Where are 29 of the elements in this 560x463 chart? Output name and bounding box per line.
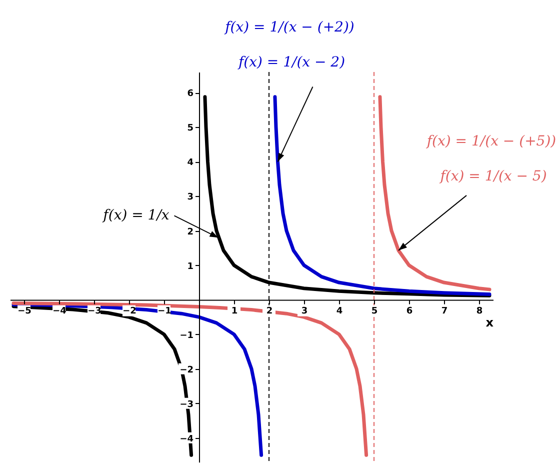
y-tick-label: −4: [180, 434, 194, 444]
y-tick-label: 5: [187, 124, 194, 134]
y-tick-label: 2: [187, 227, 194, 238]
x-tick-label: −2: [122, 306, 136, 316]
annotation: f(x) = 1/(x − 2): [237, 54, 346, 71]
x-tick-label: 3: [301, 306, 308, 316]
y-tick-label: 6: [187, 89, 194, 100]
x-tick-label: 7: [441, 306, 448, 316]
x-tick-label: −5: [18, 306, 32, 316]
text: f(x) = 1/(x − (+2)): [224, 20, 354, 36]
annotation: f(x) = 1/(x − (+5)): [426, 133, 556, 150]
y-tick-label: 3: [187, 192, 194, 203]
annotation: f(x) = 1/(x − 5): [439, 168, 547, 184]
x-tick-label: 1: [231, 306, 238, 316]
x-tick-label: 4: [336, 306, 343, 316]
x-tick-label: 5: [371, 306, 378, 316]
y-tick-label: −1: [180, 330, 194, 341]
x-axis-title: x: [486, 315, 494, 330]
y-tick-label: −3: [180, 400, 194, 410]
x-tick-label: 2: [266, 306, 273, 316]
y-tick-label: −2: [180, 365, 194, 376]
x-tick-label: −1: [158, 306, 172, 316]
x-tick-label: 6: [406, 306, 413, 316]
x-tick-label: −3: [88, 306, 102, 316]
y-tick-label: 4: [187, 158, 194, 168]
x-tick-label: −4: [52, 306, 66, 316]
x-tick-label: 8: [476, 306, 483, 316]
annotation: f(x) = 1/x: [102, 208, 170, 224]
y-tick-label: 1: [187, 262, 194, 272]
